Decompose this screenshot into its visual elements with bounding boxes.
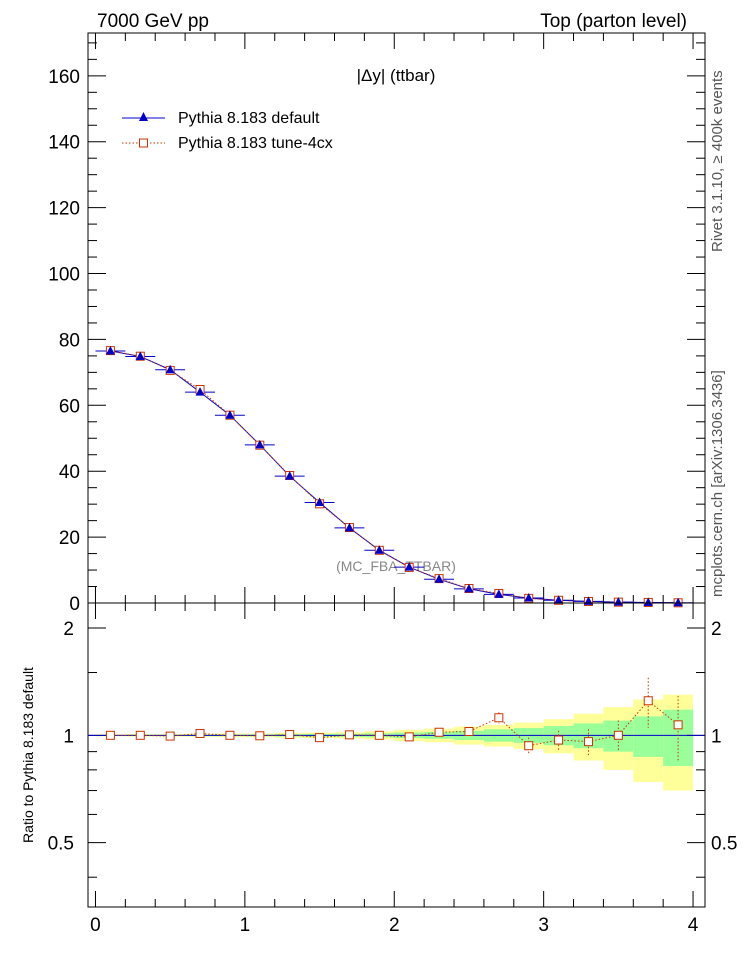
ratio-y-tick-label: 2 [63, 619, 74, 640]
default-data-point [404, 562, 414, 571]
main-y-tick-label: 100 [48, 265, 80, 286]
main-y-tick-label: 0 [69, 594, 80, 615]
main-y-tick-label: 140 [48, 133, 80, 154]
default-data-point [285, 471, 295, 480]
ratio-bands [95, 694, 694, 791]
ratio-plot-panel: 0.5 0.5 1 1 2 2 0 1 2 3 4 Ratio to Pythia 8.183 de… [20, 602, 737, 936]
ratio-series-group [88, 677, 705, 761]
ratio-data-point [135, 730, 145, 740]
default-data-point [315, 497, 325, 507]
default-data-point [225, 410, 235, 419]
default-data-point [255, 439, 265, 449]
ratio-x-tick-label: 1 [240, 915, 251, 936]
legend-default-marker [139, 112, 148, 121]
default-data-point [344, 522, 354, 532]
main-y-tick-label: 120 [48, 199, 80, 220]
ratio-x-tick-label: 4 [688, 915, 699, 936]
default-data-point [434, 574, 444, 583]
ratio-data-point [583, 737, 593, 747]
ratio-data-point [195, 728, 205, 738]
ratio-data-point [225, 730, 235, 740]
ratio-data-point [464, 726, 474, 736]
default-data-point [643, 597, 653, 607]
main-y-tick-label: 60 [59, 396, 80, 417]
mcplots-reference-label: mcplots.cern.ch [arXiv:1306.3436] [709, 370, 726, 597]
legend-default-label: Pythia 8.183 default [178, 110, 320, 127]
main-plot-title: |Δy| (ttbar) [357, 66, 436, 85]
ratio-data-point [554, 735, 564, 745]
ratio-tune-line [110, 700, 679, 747]
analysis-watermark: (MC_FBA_TTBAR) [336, 558, 456, 574]
main-y-tick-label: 40 [59, 462, 80, 483]
ratio-data-point [285, 730, 295, 740]
default-data-point [135, 351, 145, 361]
ratio-y-tick-label-right: 0.5 [711, 834, 737, 855]
ratio-data-point [315, 733, 325, 743]
default-data-point [374, 545, 384, 554]
ratio-x-tick-label: 0 [90, 915, 101, 936]
header-process-label: Top (parton level) [540, 11, 687, 32]
ratio-data-point [524, 741, 534, 751]
main-y-tick-label: 20 [59, 528, 80, 549]
ratio-data-point [255, 731, 265, 741]
legend-tune-marker [139, 138, 148, 148]
main-y-tick-label: 80 [59, 330, 80, 351]
ratio-y-tick-label: 1 [63, 726, 74, 747]
main-plot-panel: |Δy| (ttbar) (MC_FBA_TTBAR) 0 20 40 60 80 100… [48, 32, 706, 615]
ratio-data-point [434, 727, 444, 737]
default-data-point [165, 364, 175, 374]
ratio-plot-frame [87, 602, 706, 908]
default-data-point [524, 593, 534, 602]
ratio-x-tick-label: 3 [538, 915, 549, 936]
legend: Pythia 8.183 default Pythia 8.183 tune-4… [122, 110, 333, 152]
default-data-point [494, 589, 504, 598]
ratio-data-point [374, 730, 384, 740]
ratio-axes: 0.5 0.5 1 1 2 2 0 1 2 3 4 [48, 603, 737, 936]
ratio-data-point [404, 732, 414, 742]
default-data-point [464, 583, 474, 593]
default-data-point [195, 387, 205, 396]
legend-tune-label: Pythia 8.183 tune-4cx [178, 135, 333, 152]
rivet-version-label: Rivet 3.1.10, ≥ 400k events [709, 70, 726, 252]
main-y-tick-label: 160 [48, 67, 80, 88]
default-data-point [613, 597, 623, 606]
default-data-point [105, 345, 115, 355]
ratio-x-tick-label: 2 [389, 915, 400, 936]
ratio-y-axis-label: Ratio to Pythia 8.183 default [20, 667, 36, 843]
ratio-inner-band [633, 716, 664, 757]
ratio-data-point [613, 730, 623, 740]
default-data-point [554, 595, 564, 604]
ratio-y-tick-label-right: 1 [711, 726, 722, 747]
ratio-data-point [105, 730, 115, 740]
header-energy-label: 7000 GeV pp [97, 11, 209, 32]
ratio-y-tick-label-right: 2 [711, 619, 722, 640]
default-data-point [673, 597, 683, 607]
ratio-data-point [643, 696, 653, 706]
ratio-y-tick-label: 0.5 [48, 834, 74, 855]
ratio-data-point [165, 731, 175, 741]
ratio-data-point [344, 730, 354, 740]
ratio-data-point [494, 713, 504, 723]
ratio-data-point [673, 720, 683, 730]
